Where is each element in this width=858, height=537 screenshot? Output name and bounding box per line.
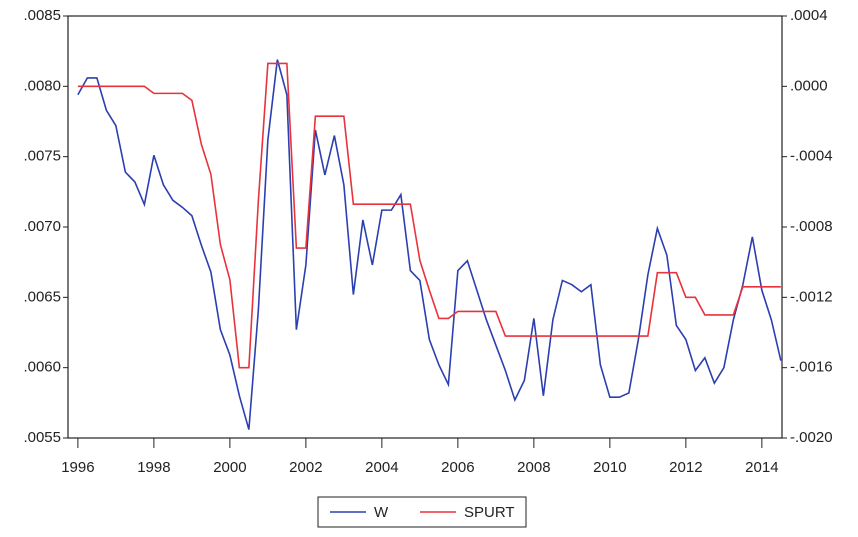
y2-tick-label: .0000: [790, 77, 828, 94]
y-tick-label: .0055: [23, 429, 61, 446]
x-tick-label: 2004: [365, 459, 398, 476]
y-tick-label: .0065: [23, 288, 61, 305]
series-line: [77, 62, 781, 369]
legend-label: SPURT: [464, 504, 515, 521]
y2-tick-label: -.0020: [790, 429, 833, 446]
x-tick-label: 1996: [61, 459, 94, 476]
x-tick-label: 2014: [745, 459, 778, 476]
x-tick-label: 2012: [669, 459, 702, 476]
y-tick-label: .0060: [23, 359, 61, 376]
y2-tick-label: -.0004: [790, 148, 833, 165]
series-line: [77, 59, 782, 430]
plot-frame: [67, 15, 783, 439]
x-tick-label: 2008: [517, 459, 550, 476]
x-tick-label: 2000: [213, 459, 246, 476]
y2-tick-label: -.0016: [790, 359, 833, 376]
x-tick-label: 2010: [593, 459, 626, 476]
y2-tick-label: -.0008: [790, 218, 833, 235]
x-tick-label: 1998: [137, 459, 170, 476]
y2-tick-label: .0004: [790, 7, 828, 24]
x-tick-label: 2002: [289, 459, 322, 476]
y-tick-label: .0085: [23, 7, 61, 24]
legend-box: [317, 496, 527, 528]
y-tick-label: .0080: [23, 77, 61, 94]
x-tick-label: 2006: [441, 459, 474, 476]
y-tick-label: .0070: [23, 218, 61, 235]
y-tick-label: .0075: [23, 148, 61, 165]
y2-tick-label: -.0012: [790, 288, 833, 305]
legend-label: W: [374, 504, 389, 521]
